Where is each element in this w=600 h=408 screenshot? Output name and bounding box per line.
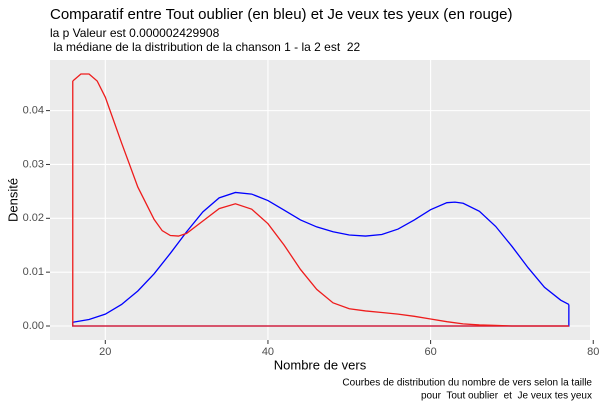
x-tick-label: 60 xyxy=(424,346,436,358)
caption: pour Tout oublier et Je veux tes yeux xyxy=(421,391,592,402)
x-tick-label: 40 xyxy=(262,346,274,358)
caption: Courbes de distribution du nombre de ver… xyxy=(342,378,592,389)
y-tick-label: 0.00 xyxy=(23,320,44,332)
subtitle: la p Valeur est 0.000002429908 xyxy=(50,26,220,40)
density-outline xyxy=(72,81,569,327)
plot-panel xyxy=(50,60,590,340)
x-axis-label: Nombre de vers xyxy=(274,357,367,372)
y-tick-label: 0.01 xyxy=(23,266,44,278)
subtitle: la médiane de la distribution de la chan… xyxy=(50,40,361,54)
y-tick-label: 0.03 xyxy=(23,158,44,170)
x-tick-label: 80 xyxy=(587,346,599,358)
density-line xyxy=(72,73,569,327)
y-tick-label: 0.02 xyxy=(23,212,44,224)
chart-title: Comparatif entre Tout oublier (en bleu) … xyxy=(50,6,512,23)
x-tick-label: 20 xyxy=(99,346,111,358)
density-line xyxy=(72,191,570,323)
y-tick-label: 0.04 xyxy=(23,105,44,117)
y-axis-label: Densité xyxy=(5,178,20,222)
